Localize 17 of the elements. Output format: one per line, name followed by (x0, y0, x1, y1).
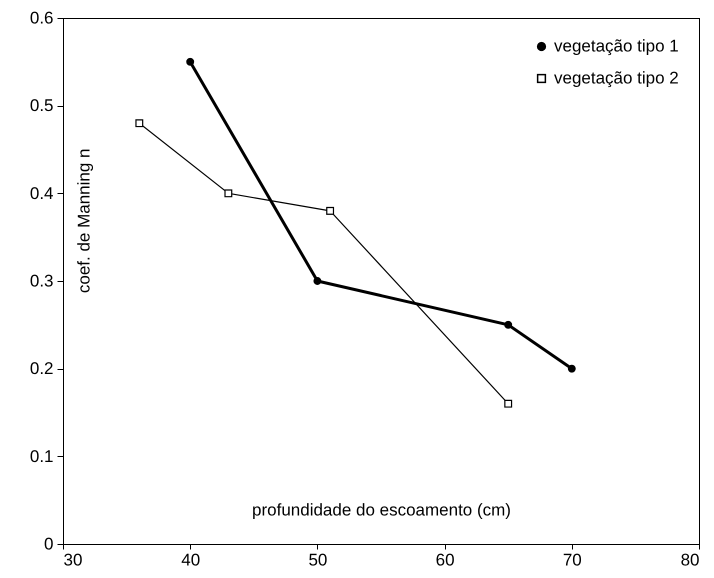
y-tick-label: 0.4 (30, 184, 54, 203)
x-tick-label: 30 (64, 550, 82, 570)
y-tick-label: 0.2 (30, 359, 54, 378)
y-tick-label: 0.1 (30, 446, 54, 466)
y-tick-label: 0.5 (30, 96, 54, 116)
y-axis-title: coef. de Manning n (74, 148, 94, 294)
y-tick-label: 0.6 (30, 8, 54, 28)
x-tick-label: 70 (562, 550, 582, 570)
x-tick-label: 60 (436, 550, 455, 570)
x-axis-title: profundidade do escoamento (cm) (252, 500, 511, 520)
legend-label: vegetação tipo 2 (554, 68, 679, 88)
x-tick-label: 50 (308, 550, 328, 570)
y-tick-label: 0 (44, 534, 54, 554)
x-tick-label: 40 (181, 550, 200, 570)
y-tick-label: 0.3 (30, 272, 54, 290)
legend-label: vegetação tipo 1 (554, 36, 679, 56)
x-tick-label: 80 (680, 550, 700, 570)
